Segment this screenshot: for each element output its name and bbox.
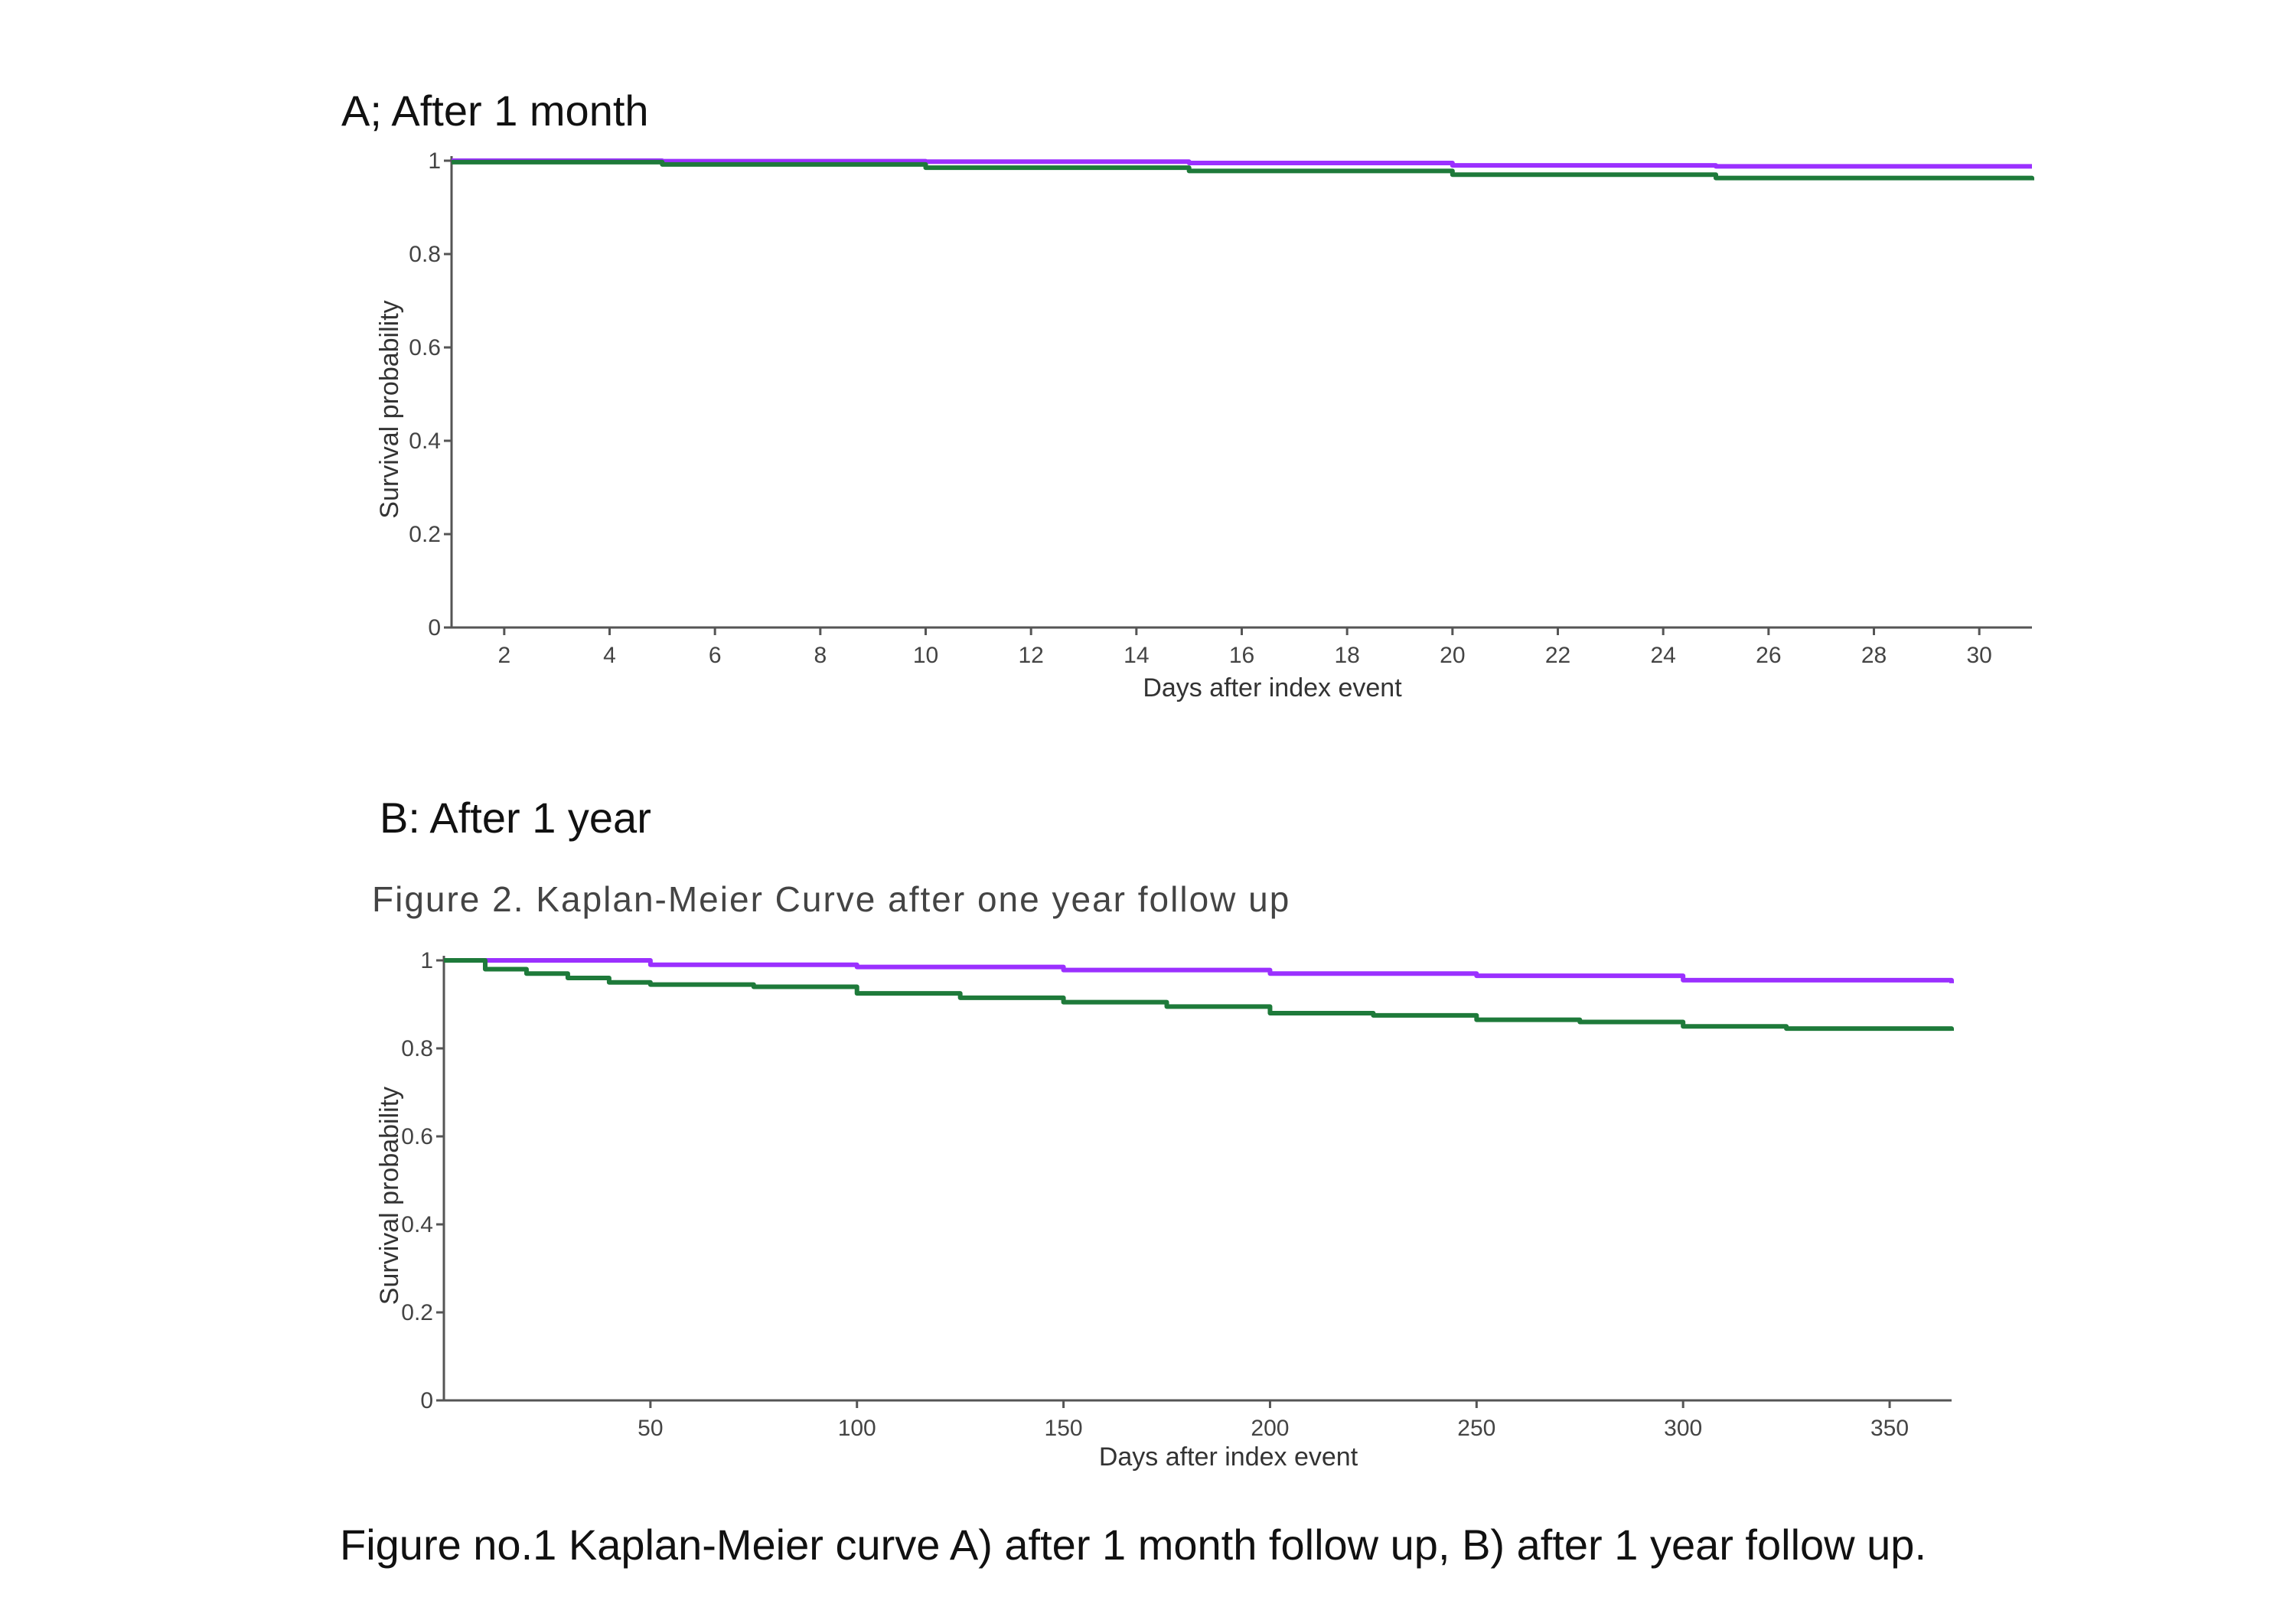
- panel-a-title: A; After 1 month: [341, 86, 649, 135]
- charta-x-tick-label: 12: [1018, 643, 1043, 668]
- panel-b-title: B: After 1 year: [380, 794, 651, 842]
- charta-y-axis-label: Survival probability: [375, 300, 404, 518]
- chartb-y-tick-label: 0.4: [401, 1212, 433, 1237]
- charta-x-tick-label: 30: [1966, 643, 1991, 668]
- charta-y-tick-label: 0.2: [409, 522, 441, 547]
- charta-x-tick-label: 24: [1650, 643, 1675, 668]
- chartb-y-tick-label: 0.6: [401, 1124, 433, 1149]
- chartb-y-tick-label: 0.8: [401, 1036, 433, 1061]
- charta-x-tick-label: 16: [1229, 643, 1254, 668]
- charta-x-tick-label: 6: [709, 643, 722, 668]
- panel-b-subtitle: Figure 2. Kaplan-Meier Curve after one y…: [372, 879, 1291, 919]
- chartb-series-line-green: [444, 958, 1954, 1032]
- charta-x-tick-label: 2: [497, 643, 510, 668]
- charta-x-tick-label: 8: [814, 643, 827, 668]
- charta-x-tick-label: 14: [1124, 643, 1149, 668]
- charta-x-tick-label: 26: [1756, 643, 1781, 668]
- chartb-x-tick-label: 350: [1870, 1416, 1909, 1441]
- charta-x-axis-label: Days after index event: [1143, 673, 1402, 702]
- chartb-y-tick-label: 0.2: [401, 1300, 433, 1325]
- chartb-x-tick-label: 300: [1664, 1416, 1702, 1441]
- chartb-x-tick-label: 200: [1251, 1416, 1289, 1441]
- chartb-x-tick-label: 250: [1457, 1416, 1495, 1441]
- charta-x-tick-label: 22: [1545, 643, 1570, 668]
- charta-x-tick-label: 28: [1861, 643, 1887, 668]
- charta-y-tick-label: 0.8: [409, 242, 441, 267]
- charta-series-line-green: [452, 159, 2034, 181]
- chartb-x-axis-label: Days after index event: [1099, 1442, 1358, 1472]
- chartb-y-tick-label: 1: [420, 948, 433, 973]
- chartb-series-line-purple: [444, 958, 1954, 983]
- chartb-y-axis-label: Survival probability: [375, 1087, 404, 1305]
- charta-y-tick-label: 1: [428, 148, 441, 174]
- charta-x-tick-label: 20: [1440, 643, 1465, 668]
- chartb-y-tick-label: 0: [420, 1388, 433, 1413]
- figure-caption: Figure no.1 Kaplan-Meier curve A) after …: [340, 1521, 1927, 1569]
- chartb-x-tick-label: 50: [638, 1416, 663, 1441]
- chartb-x-tick-label: 150: [1045, 1416, 1083, 1441]
- charta-x-tick-label: 18: [1334, 643, 1359, 668]
- charta-x-tick-label: 10: [913, 643, 938, 668]
- charta-y-tick-label: 0.6: [409, 335, 441, 360]
- charta-y-tick-label: 0: [428, 615, 441, 641]
- charta-y-tick-label: 0.4: [409, 429, 441, 454]
- charta-x-tick-label: 4: [603, 643, 616, 668]
- chartb-x-tick-label: 100: [838, 1416, 876, 1441]
